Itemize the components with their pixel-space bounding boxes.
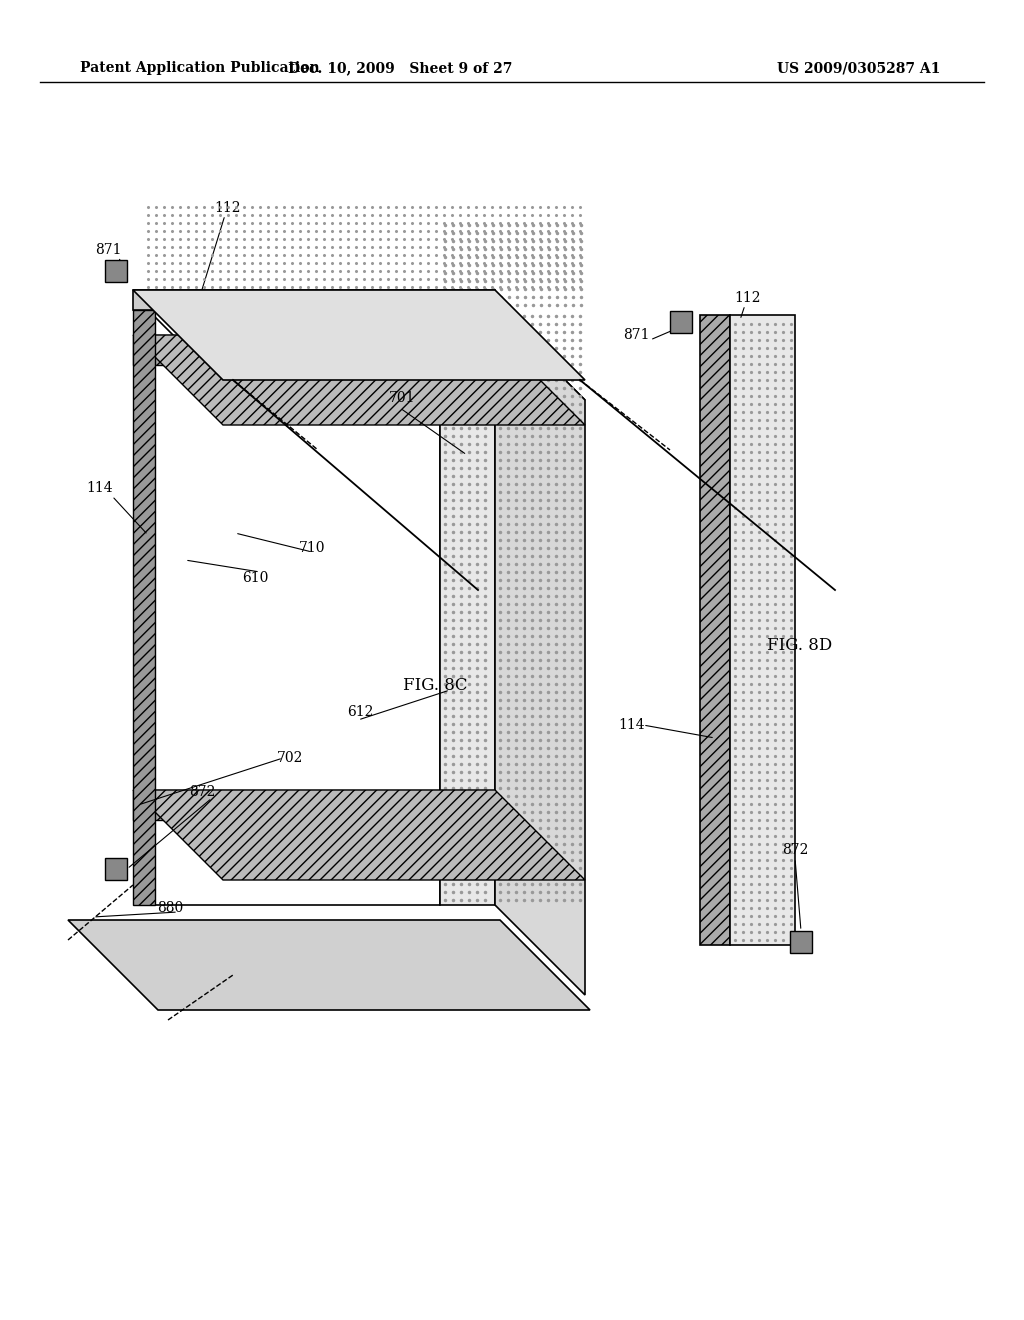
Polygon shape bbox=[133, 290, 495, 310]
Polygon shape bbox=[440, 310, 495, 906]
Bar bbox=[670, 312, 692, 333]
Bar bbox=[790, 931, 812, 953]
Text: US 2009/0305287 A1: US 2009/0305287 A1 bbox=[776, 61, 940, 75]
Text: 114: 114 bbox=[618, 718, 645, 733]
Text: FIG. 8D: FIG. 8D bbox=[767, 636, 833, 653]
Text: 710: 710 bbox=[299, 541, 326, 554]
Polygon shape bbox=[133, 290, 585, 380]
Text: 612: 612 bbox=[347, 705, 373, 719]
Polygon shape bbox=[133, 789, 495, 820]
Polygon shape bbox=[133, 335, 585, 425]
Text: Dec. 10, 2009   Sheet 9 of 27: Dec. 10, 2009 Sheet 9 of 27 bbox=[288, 61, 512, 75]
Text: FIG. 8C: FIG. 8C bbox=[402, 676, 467, 693]
Text: 702: 702 bbox=[276, 751, 303, 766]
Text: 114: 114 bbox=[87, 480, 114, 495]
Polygon shape bbox=[440, 310, 585, 400]
Text: 872: 872 bbox=[188, 785, 215, 799]
Polygon shape bbox=[68, 920, 590, 1010]
Text: 871: 871 bbox=[623, 327, 649, 342]
Polygon shape bbox=[148, 310, 530, 400]
Text: 112: 112 bbox=[735, 290, 761, 305]
Polygon shape bbox=[133, 789, 585, 880]
Text: 701: 701 bbox=[389, 391, 416, 405]
Bar bbox=[700, 315, 730, 945]
Text: 112: 112 bbox=[215, 201, 242, 215]
Bar bbox=[730, 315, 795, 945]
Text: 880: 880 bbox=[157, 902, 183, 915]
Polygon shape bbox=[133, 335, 495, 366]
Polygon shape bbox=[148, 310, 440, 906]
Polygon shape bbox=[133, 310, 155, 906]
Text: 610: 610 bbox=[242, 572, 268, 585]
Bar bbox=[105, 260, 127, 282]
Text: 872: 872 bbox=[781, 843, 808, 857]
Text: 871: 871 bbox=[95, 243, 121, 257]
Text: Patent Application Publication: Patent Application Publication bbox=[80, 61, 319, 75]
Polygon shape bbox=[495, 310, 585, 995]
Bar bbox=[105, 858, 127, 880]
